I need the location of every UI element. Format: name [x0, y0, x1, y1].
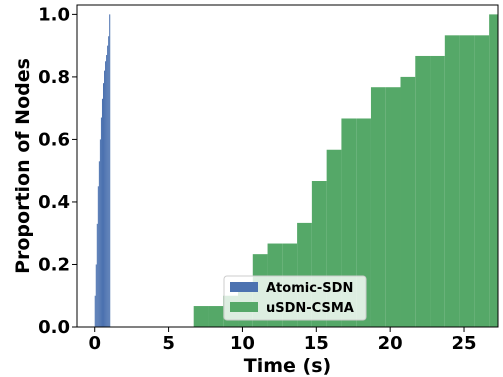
- bar-atomic-sdn-12: [107, 45, 109, 327]
- bar-usdn-csma-19: [474, 35, 490, 327]
- bar-usdn-csma-12: [370, 87, 386, 327]
- x-tick-label-5: 25: [451, 333, 476, 354]
- legend-label-atomic-sdn: Atomic-SDN: [266, 281, 353, 296]
- legend-swatch-usdn-csma: [230, 302, 258, 312]
- legend-swatch-atomic-sdn: [230, 282, 258, 292]
- y-tick-label-5: 1.0: [38, 4, 70, 25]
- bar-atomic-sdn-7: [101, 98, 103, 327]
- bar-atomic-sdn-14: [109, 14, 111, 327]
- bar-atomic-sdn-0: [94, 295, 96, 327]
- y-tick-label-0: 0.0: [38, 317, 70, 338]
- x-tick-label-4: 20: [378, 333, 403, 354]
- bar-atomic-sdn-13: [108, 36, 110, 327]
- x-tick-label-1: 5: [162, 333, 175, 354]
- y-tick-label-2: 0.4: [38, 192, 70, 213]
- y-axis-title: Proportion of Nodes: [12, 58, 34, 274]
- axes-layer: 0 5 10 15 20 25 0.0 0.2 0.4 0.6 0.8 1.0: [38, 4, 476, 354]
- y-tick-label-3: 0.6: [38, 129, 70, 150]
- bar-atomic-sdn-6: [100, 117, 102, 327]
- bar-usdn-csma-16: [430, 55, 445, 327]
- legend-box: [223, 275, 367, 321]
- bar-usdn-csma-0: [193, 306, 209, 327]
- bar-atomic-sdn-10: [105, 61, 107, 327]
- legend-label-usdn-csma: uSDN-CSMA: [266, 301, 354, 316]
- bar-usdn-csma-17: [444, 35, 460, 327]
- x-tick-label-3: 15: [304, 333, 329, 354]
- bar-atomic-sdn-9: [104, 70, 106, 327]
- bar-usdn-csma-15: [415, 55, 431, 327]
- plot-frame: [76, 4, 499, 328]
- bar-atomic-sdn-4: [98, 161, 100, 327]
- y-tick-label-4: 0.8: [38, 67, 70, 88]
- legend: Atomic-SDN uSDN-CSMA: [223, 275, 367, 321]
- bar-atomic-sdn-11: [106, 55, 108, 327]
- bar-usdn-csma-10: [341, 118, 357, 327]
- bar-atomic-sdn-1: [95, 264, 97, 327]
- bar-atomic-sdn-2: [96, 223, 98, 327]
- y-tick-label-1: 0.2: [38, 254, 70, 275]
- bar-atomic-sdn-5: [99, 139, 101, 327]
- bar-atomic-sdn-3: [97, 186, 99, 327]
- bar-usdn-csma-11: [356, 118, 371, 327]
- x-tick-label-2: 10: [230, 333, 255, 354]
- bar-atomic-sdn-8: [102, 83, 105, 327]
- bar-usdn-csma-14: [400, 76, 416, 327]
- x-tick-label-0: 0: [88, 333, 101, 354]
- bar-usdn-csma-13: [385, 87, 401, 327]
- bar-usdn-csma-18: [459, 35, 475, 327]
- bar-usdn-csma-1: [208, 306, 224, 327]
- x-axis-title: Time (s): [244, 355, 331, 377]
- bar-usdn-csma-20: [489, 14, 498, 327]
